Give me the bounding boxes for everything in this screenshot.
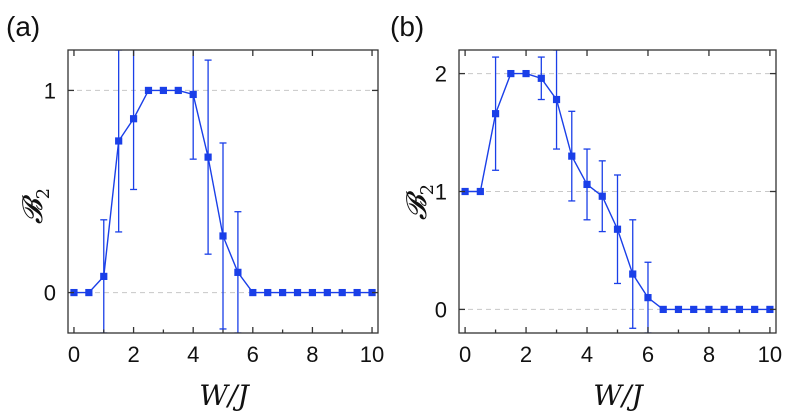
data-point-b-6 [552,95,561,104]
data-point-a-19 [353,288,361,297]
y-tick-label-b-1: 1 [435,180,447,205]
data-point-b-10 [613,225,622,233]
data-point-a-11 [234,268,242,276]
x-tick-label-b-5: 10 [758,342,782,367]
svg-text:𝓑2: 𝓑2 [16,188,54,224]
data-point-b-0 [461,187,469,196]
x-tick-label-b-4: 8 [703,342,715,367]
data-point-b-8 [583,180,591,189]
data-point-b-13 [659,305,667,314]
data-point-b-4 [522,69,530,78]
x-axis-label-a: W/J [199,379,250,412]
y-axis-label-b: 𝓑2 [400,184,438,220]
x-tick-label-a-3: 6 [247,342,259,367]
y-tick-label-b-0: 0 [435,297,447,322]
data-point-a-10 [219,232,227,240]
data-point-a-16 [308,288,317,297]
plot-area-a [70,50,376,333]
y-axis-label-a: 𝓑2 [16,188,54,224]
panel-b: (b) 𝓑2 W/J 0 2 4 6 8 10 0 1 2 [390,11,782,412]
data-point-b-16 [705,305,713,314]
data-point-b-5 [537,74,545,82]
data-point-b-15 [690,305,698,314]
data-point-a-5 [144,86,153,95]
data-point-b-18 [735,305,744,314]
data-point-b-17 [720,305,728,314]
x-tick-label-b-3: 6 [642,342,654,367]
panel-a: (a) 𝓑2 W/J 0 2 4 6 8 10 0 1 [6,11,384,412]
panel-label-a: (a) [6,11,40,42]
y-tick-label-b-2: 2 [435,62,447,87]
plot-area-b [461,50,774,333]
y-tick-label-a-0: 0 [44,281,56,306]
data-point-a-6 [159,86,167,95]
data-point-a-7 [174,86,182,95]
svg-text:𝓑2: 𝓑2 [400,184,438,220]
data-point-a-14 [279,288,287,297]
data-point-b-14 [674,305,683,314]
data-point-b-2 [491,110,500,118]
data-point-b-3 [507,69,515,78]
x-tick-label-a-1: 2 [127,342,139,367]
y-tick-label-a-1: 1 [44,78,56,103]
x-tick-label-a-4: 8 [306,342,318,367]
data-point-b-12 [644,294,652,302]
x-tick-label-b-0: 0 [459,342,471,367]
x-tick-label-b-2: 4 [581,342,593,367]
data-point-a-9 [204,153,212,161]
data-point-b-20 [766,305,774,314]
data-point-a-1 [85,288,93,297]
x-tick-label-a-0: 0 [68,342,80,367]
data-point-a-3 [115,137,123,145]
data-point-b-19 [751,305,759,314]
data-point-b-1 [476,187,484,196]
x-axis-label-b: W/J [593,379,644,412]
x-tick-label-a-2: 4 [187,342,199,367]
x-tick-label-b-1: 2 [520,342,532,367]
x-tick-label-a-5: 10 [360,342,384,367]
data-point-a-2 [100,272,108,280]
data-point-b-7 [568,152,576,160]
data-point-a-18 [338,288,346,297]
data-point-a-15 [293,288,302,297]
data-point-a-13 [264,288,272,297]
data-point-b-9 [598,192,606,200]
data-point-b-11 [629,270,637,278]
data-point-a-4 [129,115,138,123]
panel-label-b: (b) [390,11,424,42]
data-point-a-17 [323,288,331,297]
data-point-a-8 [189,90,197,99]
data-point-a-12 [249,288,257,297]
